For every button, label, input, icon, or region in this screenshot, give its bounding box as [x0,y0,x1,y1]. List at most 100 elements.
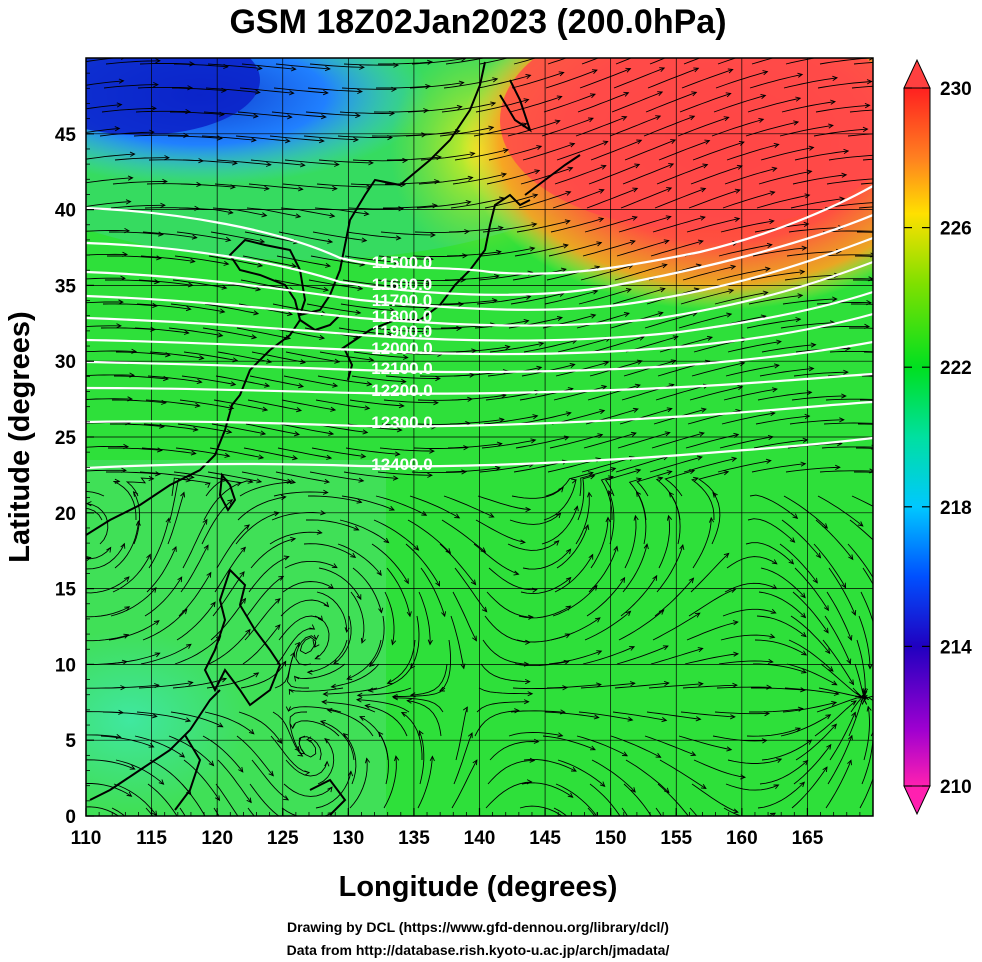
streamline-arrow [321,699,328,705]
streamline-arrow [262,406,269,412]
streamline [711,118,764,137]
streamline-arrow [383,537,390,544]
streamline-arrow [253,310,260,316]
streamline-arrow [861,688,867,694]
streamline-arrow [573,505,579,512]
streamline [141,447,196,455]
streamline [749,708,803,713]
streamline-arrow [429,448,435,454]
streamline-arrow [719,846,723,851]
contour-labels: 11500.0 11600.011700.011800.011900.012000… [371,253,432,474]
streamline-arrow [704,139,711,145]
streamline-arrow [800,631,807,638]
streamline [851,495,873,507]
streamline-arrow [465,199,472,206]
streamline [288,706,342,713]
streamline-arrow [695,44,700,48]
streamline [272,711,303,757]
streamline [306,303,361,314]
streamline-arrow [634,163,641,169]
streamline-arrow [596,241,603,247]
streamline [86,445,129,448]
streamline [307,87,362,93]
streamline-arrow [289,723,295,730]
streamline [554,165,606,185]
streamline [451,394,506,401]
streamline-arrow [44,534,48,539]
streamline-arrow [657,91,664,97]
streamline [240,661,287,689]
streamline [751,58,775,65]
streamline [825,760,852,809]
streamline-arrow [151,587,157,593]
streamline [725,364,779,377]
streamline [167,135,222,139]
streamline [683,58,702,65]
y-axis-label: Latitude (degrees) [4,311,36,562]
streamline [318,567,362,600]
streamline [246,576,284,617]
streamline [340,303,395,312]
streamline-arrow [368,357,375,363]
streamline [86,806,120,816]
streamline-arrow [826,743,832,750]
streamline-arrow [565,817,570,822]
streamline [86,503,109,545]
streamline-arrow [804,193,811,199]
streamline [410,663,448,696]
streamline [103,84,158,89]
streamline-arrow [236,481,243,487]
streamline-arrow [291,455,299,461]
streamline [720,634,775,641]
streamline [518,191,571,209]
streamline [182,159,237,164]
streamline-arrow [183,132,190,139]
streamline-arrow [899,107,904,111]
streamline-arrow [620,576,626,583]
x-tick-label-135: 135 [398,828,430,849]
streamline [511,487,564,499]
streamline [692,517,712,569]
streamline [439,543,476,585]
streamline [476,701,529,713]
streamline-arrow [831,700,838,706]
streamline-arrow [215,635,222,642]
streamline [814,700,857,737]
streamline [483,415,538,425]
streamline-arrow [668,163,675,169]
streamline-arrow [766,684,773,690]
streamline-arrow [571,478,578,484]
streamline-arrow [832,75,839,81]
streamline-arrow [884,611,888,616]
streamline [444,275,499,281]
streamline [792,591,829,634]
streamline [786,663,837,686]
streamline-arrow [376,570,382,576]
streamline [575,116,627,137]
streamline-arrow [258,454,265,460]
streamline-arrow [764,266,771,272]
streamline-arrow [158,779,165,785]
streamline-arrow [730,264,737,270]
streamline [815,104,870,113]
streamline [139,62,195,65]
streamline-arrow [118,299,124,305]
streamline-arrow [665,215,672,221]
streamline [317,375,372,385]
streamline [858,206,873,209]
streamline [135,110,191,113]
streamline [691,783,739,813]
streamline [239,481,292,497]
streamline [314,615,330,660]
streamline [106,471,160,475]
streamline-arrow [240,546,246,553]
streamline-arrow [319,719,326,725]
streamline-arrow [388,505,395,511]
streamline [249,783,280,816]
streamline-arrow [356,594,362,601]
streamline [548,650,602,665]
streamline [276,628,315,665]
streamline [311,447,366,458]
streamline [616,240,669,257]
streamline-arrow [795,317,802,323]
